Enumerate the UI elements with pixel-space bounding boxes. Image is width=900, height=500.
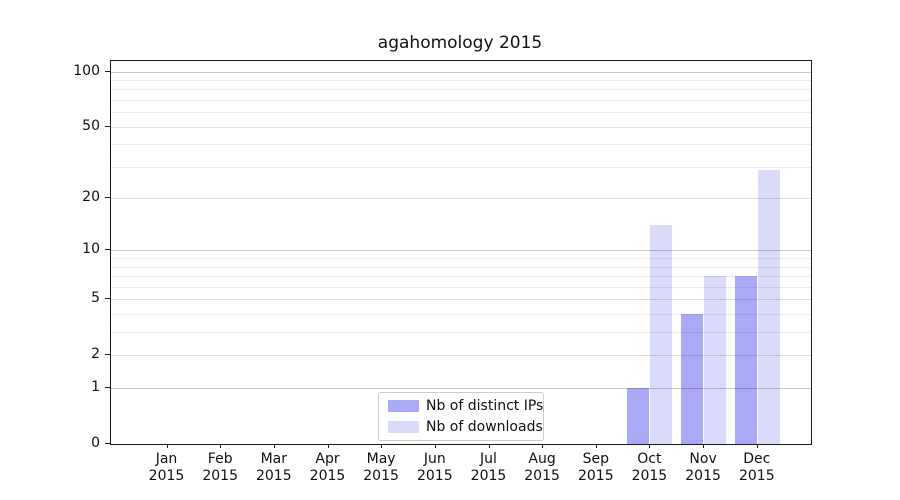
x-tick-jun [434, 444, 436, 448]
y-tick-100 [105, 70, 110, 72]
y-tick-5 [105, 298, 110, 300]
x-tick-dec [756, 444, 758, 448]
gridline-y-60 [111, 112, 811, 114]
x-tick-label-aug: Aug 2015 [524, 451, 560, 484]
gridline-y-40 [111, 144, 811, 146]
x-tick-sep [595, 444, 597, 448]
gridline-y-20 [111, 198, 811, 200]
x-tick-label-oct: Oct 2015 [631, 451, 668, 484]
y-tick-label-20: 20 [82, 189, 100, 206]
y-tick-0 [105, 443, 110, 444]
bar-downloads-nov [704, 276, 727, 444]
y-tick-50 [105, 125, 110, 127]
gridline-y-90 [111, 79, 811, 81]
x-tick-label-mar: Mar 2015 [255, 451, 292, 484]
gridline-y-80 [111, 89, 811, 91]
x-tick-label-jan: Jan 2015 [148, 451, 185, 484]
x-tick-label-apr: Apr 2015 [309, 451, 346, 484]
gridline-y-9 [111, 258, 811, 260]
x-tick-label-jun: Jun 2015 [416, 451, 453, 484]
y-tick-10 [105, 249, 110, 251]
legend-label-distinct-ips: Nb of distinct IPs [426, 398, 544, 414]
x-tick-label-nov: Nov 2015 [685, 451, 721, 484]
y-tick-20 [105, 197, 110, 199]
y-tick-label-0: 0 [91, 435, 100, 451]
x-tick-label-dec: Dec 2015 [738, 451, 775, 484]
x-tick-oct [649, 444, 651, 448]
y-tick-label-5: 5 [91, 290, 100, 307]
y-tick-label-100: 100 [73, 62, 100, 79]
gridline-y-7 [111, 276, 811, 278]
x-tick-may [381, 444, 383, 448]
gridline-y-5 [111, 299, 811, 301]
gridline-y-50 [111, 126, 811, 128]
x-tick-nov [703, 444, 705, 448]
gridline-y-6 [111, 286, 811, 288]
y-tick-label-10: 10 [82, 241, 100, 258]
legend-swatch-distinct-ips [388, 400, 419, 412]
gridline-y-4 [111, 314, 811, 316]
legend-item-distinct-ips: Nb of distinct IPs [388, 398, 543, 414]
gridline-y-2 [111, 355, 811, 357]
bar-distinct-ips-oct [627, 388, 650, 444]
x-tick-label-may: May 2015 [363, 451, 399, 484]
bar-distinct-ips-dec [734, 276, 757, 444]
legend-label-downloads: Nb of downloads [426, 419, 543, 435]
chart-title: agahomology 2015 [377, 33, 543, 53]
gridline-y-3 [111, 332, 811, 334]
x-tick-mar [273, 444, 275, 448]
y-tick-label-50: 50 [82, 117, 100, 134]
x-tick-apr [327, 444, 329, 448]
bar-downloads-oct [650, 225, 673, 444]
bar-distinct-ips-nov [681, 314, 704, 444]
x-tick-label-feb: Feb 2015 [202, 451, 239, 484]
y-tick-1 [105, 387, 110, 389]
legend: Nb of distinct IPs Nb of downloads [378, 392, 544, 441]
y-tick-2 [105, 354, 110, 356]
gridline-y-1 [111, 388, 811, 390]
gridline-y-100 [111, 71, 811, 73]
gridline-y-10 [111, 250, 811, 252]
gridline-y-70 [111, 99, 811, 101]
x-tick-feb [220, 444, 222, 448]
gridline-y-8 [111, 266, 811, 268]
x-tick-aug [542, 444, 544, 448]
y-tick-label-1: 1 [91, 379, 100, 396]
gridline-y-30 [111, 166, 811, 168]
plot-area [110, 60, 812, 445]
y-tick-label-2: 2 [91, 346, 100, 363]
bar-downloads-dec [757, 169, 780, 444]
x-tick-label-jul: Jul 2015 [470, 451, 507, 484]
x-tick-jan [166, 444, 168, 448]
legend-item-downloads: Nb of downloads [388, 419, 543, 435]
legend-swatch-downloads [388, 421, 419, 433]
x-tick-jul [488, 444, 490, 448]
x-tick-label-sep: Sep 2015 [577, 451, 614, 484]
